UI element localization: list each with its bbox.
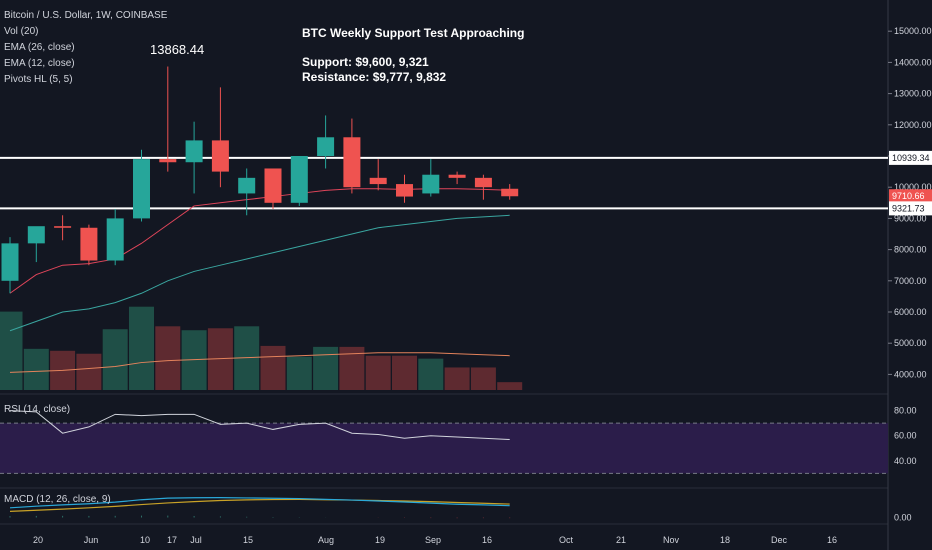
annotation-support: Support: $9,600, 9,321	[302, 55, 429, 69]
candle-body	[1, 243, 19, 281]
price-tag-bg	[889, 150, 932, 165]
volume-bar	[76, 353, 102, 390]
macd-pane-label: MACD (12, 26, close, 9)	[4, 494, 111, 505]
volume-bar	[102, 329, 128, 390]
annotation-title: BTC Weekly Support Test Approaching	[302, 26, 525, 40]
symbol-label: Bitcoin / U.S. Dollar, 1W, COINBASE	[4, 10, 168, 21]
volume-bar	[418, 358, 444, 390]
rsi-line	[9, 410, 510, 440]
y-tick-label: 10000.00	[894, 182, 932, 192]
macd-tick-label: 0.00	[894, 513, 912, 523]
x-tick-label: 10	[140, 535, 150, 545]
price-tag-label: 10939.34	[892, 153, 930, 163]
candle-body	[211, 140, 229, 172]
volume-bar	[260, 345, 286, 390]
x-tick-label: 17	[167, 535, 177, 545]
indicator-pivots[interactable]: Pivots HL (5, 5)	[4, 74, 73, 85]
volume-bar	[365, 355, 391, 390]
volume-ma-line	[9, 352, 510, 373]
chart-legend: Bitcoin / U.S. Dollar, 1W, COINBASE Vol …	[4, 8, 167, 88]
y-tick-label: 14000.00	[894, 57, 932, 67]
y-tick-label: 7000.00	[894, 276, 927, 286]
annotation-resistance: Resistance: $9,777, 9,832	[302, 70, 447, 84]
rsi-tick-label: 40.00	[894, 456, 917, 466]
price-tag-bg	[889, 201, 932, 216]
price-tag-label: 9321.73	[892, 203, 925, 213]
rsi-pane-label: RSI (14, close)	[4, 404, 71, 415]
volume-bar	[23, 348, 49, 390]
candle-body	[54, 226, 72, 228]
y-tick-label: 12000.00	[894, 120, 932, 130]
x-tick-label: Jul	[190, 535, 202, 545]
candle-body	[106, 218, 124, 261]
ema26-line	[9, 214, 510, 332]
x-tick-label: 19	[375, 535, 385, 545]
x-tick-label: Dec	[771, 535, 788, 545]
candle-body	[238, 177, 256, 194]
volume-bar	[392, 355, 417, 390]
price-tag-label: 9710.66	[892, 191, 925, 201]
x-tick-label: Jun	[84, 535, 99, 545]
x-tick-label: Oct	[559, 535, 574, 545]
candle-body	[264, 168, 282, 203]
volume-bar	[286, 356, 312, 390]
x-tick-label: 18	[720, 535, 730, 545]
y-tick-label: 6000.00	[894, 307, 927, 317]
x-tick-label: 21	[616, 535, 626, 545]
candle-body	[501, 188, 519, 197]
y-tick-label: 8000.00	[894, 245, 927, 255]
volume-bar	[155, 326, 181, 390]
candle-body	[396, 184, 413, 197]
y-tick-label: 15000.00	[894, 26, 932, 36]
indicator-ema12[interactable]: EMA (12, close)	[4, 58, 75, 69]
volume-bar	[444, 367, 470, 390]
candle-body	[133, 159, 150, 219]
volume-bar	[0, 311, 23, 390]
candle-body	[422, 174, 440, 194]
x-tick-label: 16	[482, 535, 492, 545]
x-tick-label: 15	[243, 535, 253, 545]
candle-body	[27, 226, 45, 244]
y-tick-label: 5000.00	[894, 338, 927, 348]
candle-body	[185, 140, 203, 163]
x-tick-label: 20	[33, 535, 43, 545]
indicator-volume[interactable]: Vol (20)	[4, 26, 39, 37]
x-tick-label: 16	[827, 535, 837, 545]
rsi-band	[0, 423, 888, 474]
candle-body	[474, 177, 492, 188]
volume-bar	[129, 306, 154, 390]
candle-body	[290, 156, 308, 203]
volume-bar	[470, 367, 496, 390]
rsi-tick-label: 60.00	[894, 431, 917, 441]
x-tick-label: Sep	[425, 535, 441, 545]
macd-signal-line	[9, 498, 510, 512]
price-tag-bg	[889, 189, 932, 204]
x-tick-label: Nov	[663, 535, 680, 545]
candle-body	[317, 137, 335, 156]
rsi-tick-label: 80.00	[894, 406, 917, 416]
peak-price-label: 13868.44	[150, 42, 205, 57]
y-tick-label: 13000.00	[894, 89, 932, 99]
volume-bar	[313, 346, 339, 390]
candle-body	[159, 159, 177, 163]
y-tick-label: 4000.00	[894, 369, 927, 379]
y-tick-label: 9000.00	[894, 213, 927, 223]
macd-line	[9, 497, 510, 509]
indicator-ema26[interactable]: EMA (26, close)	[4, 42, 75, 53]
x-tick-label: Aug	[318, 535, 334, 545]
candle-body	[80, 227, 98, 261]
candle-body	[448, 174, 466, 178]
volume-bar	[497, 382, 523, 390]
candle-body	[343, 137, 361, 188]
candle-body	[369, 177, 387, 185]
